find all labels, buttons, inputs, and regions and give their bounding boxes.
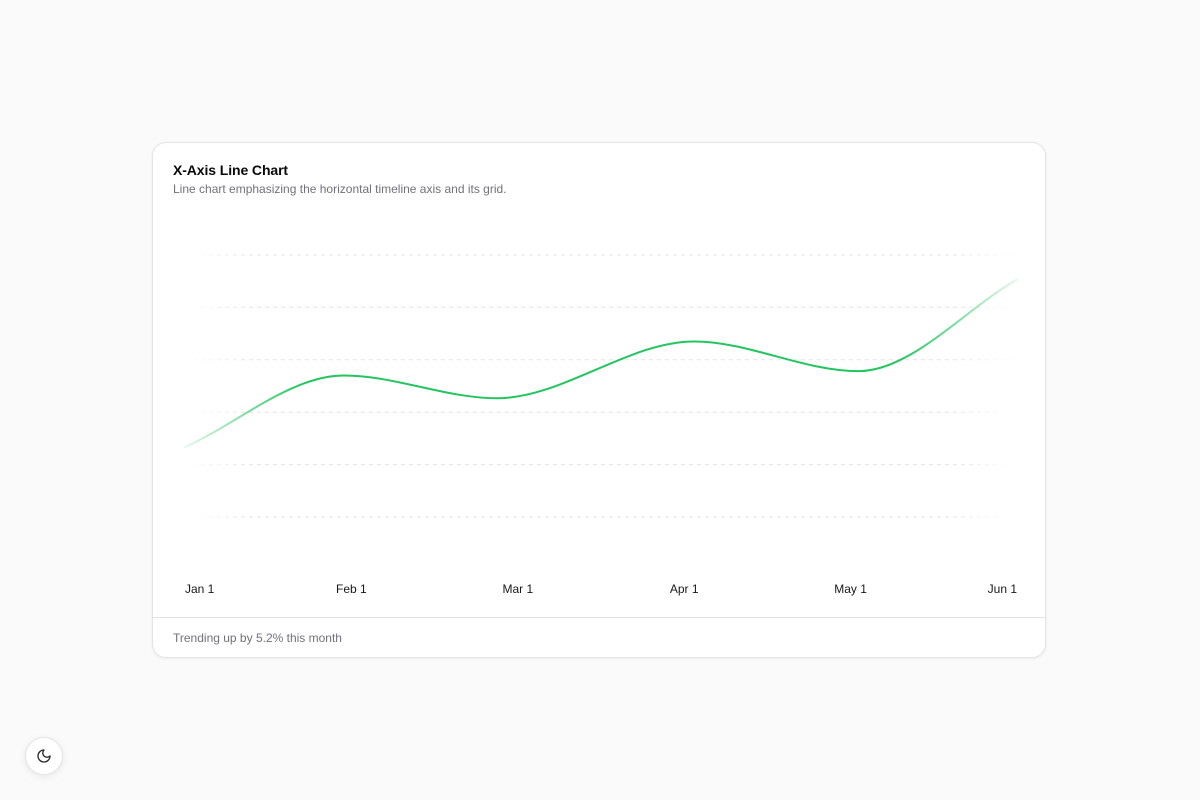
x-tick-label: May 1 <box>834 582 867 596</box>
series-line <box>184 278 1018 449</box>
x-tick-label: Mar 1 <box>502 582 533 596</box>
line-chart: Jan 1 Feb 1 Mar 1 Apr 1 May 1 Jun 1 <box>184 254 1018 596</box>
x-tick-label: Jun 1 <box>988 582 1018 596</box>
x-tick-label: Feb 1 <box>336 582 367 596</box>
grid <box>185 254 1017 518</box>
card-title: X-Axis Line Chart <box>173 162 288 178</box>
moon-icon <box>37 749 51 763</box>
chart-card: X-Axis Line Chart Line chart emphasizing… <box>152 142 1046 658</box>
x-tick-label: Jan 1 <box>185 582 215 596</box>
theme-toggle-button[interactable] <box>25 737 63 775</box>
card-footer: Trending up by 5.2% this month <box>153 617 1045 657</box>
card-subtitle: Line chart emphasizing the horizontal ti… <box>173 182 507 196</box>
series <box>184 278 1018 449</box>
x-tick-label: Apr 1 <box>670 582 699 596</box>
footer-text: Trending up by 5.2% this month <box>173 631 342 645</box>
x-axis: Jan 1 Feb 1 Mar 1 Apr 1 May 1 Jun 1 <box>185 582 1017 596</box>
